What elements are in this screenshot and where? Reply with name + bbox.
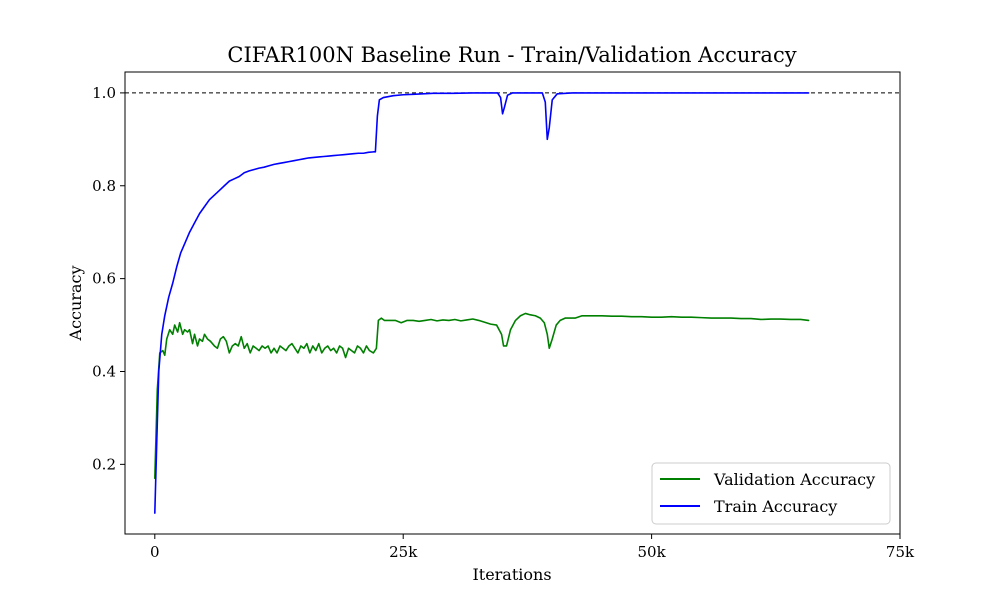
- chart-title: CIFAR100N Baseline Run - Train/Validatio…: [227, 43, 796, 67]
- legend: Validation Accuracy Train Accuracy: [651, 462, 891, 525]
- legend-label-validation: Validation Accuracy: [713, 470, 875, 489]
- plot-frame: [124, 71, 901, 535]
- y-axis-ticks: 0.2 0.4 0.6 0.8 1.0: [92, 84, 125, 473]
- y-tick-label: 1.0: [92, 84, 116, 102]
- legend-box: [651, 462, 891, 525]
- series-line-train: [154, 92, 810, 514]
- y-tick-label: 0.4: [92, 362, 116, 380]
- x-tick-label: 0: [150, 543, 160, 561]
- x-tick-label: 25k: [389, 543, 418, 561]
- series-line-validation: [154, 312, 810, 480]
- plot-area: [125, 72, 900, 534]
- y-axis-label: Accuracy: [66, 266, 85, 342]
- y-tick-label: 0.2: [92, 455, 116, 473]
- series-layer: [154, 92, 810, 514]
- legend-label-train: Train Accuracy: [714, 497, 837, 516]
- x-axis-label: Iterations: [472, 565, 551, 584]
- x-tick-label: 50k: [638, 543, 667, 561]
- y-tick-label: 0.8: [92, 177, 116, 195]
- x-axis-ticks: 0 25k 50k 75k: [150, 534, 915, 561]
- y-tick-label: 0.6: [92, 270, 116, 288]
- x-tick-label: 75k: [886, 543, 915, 561]
